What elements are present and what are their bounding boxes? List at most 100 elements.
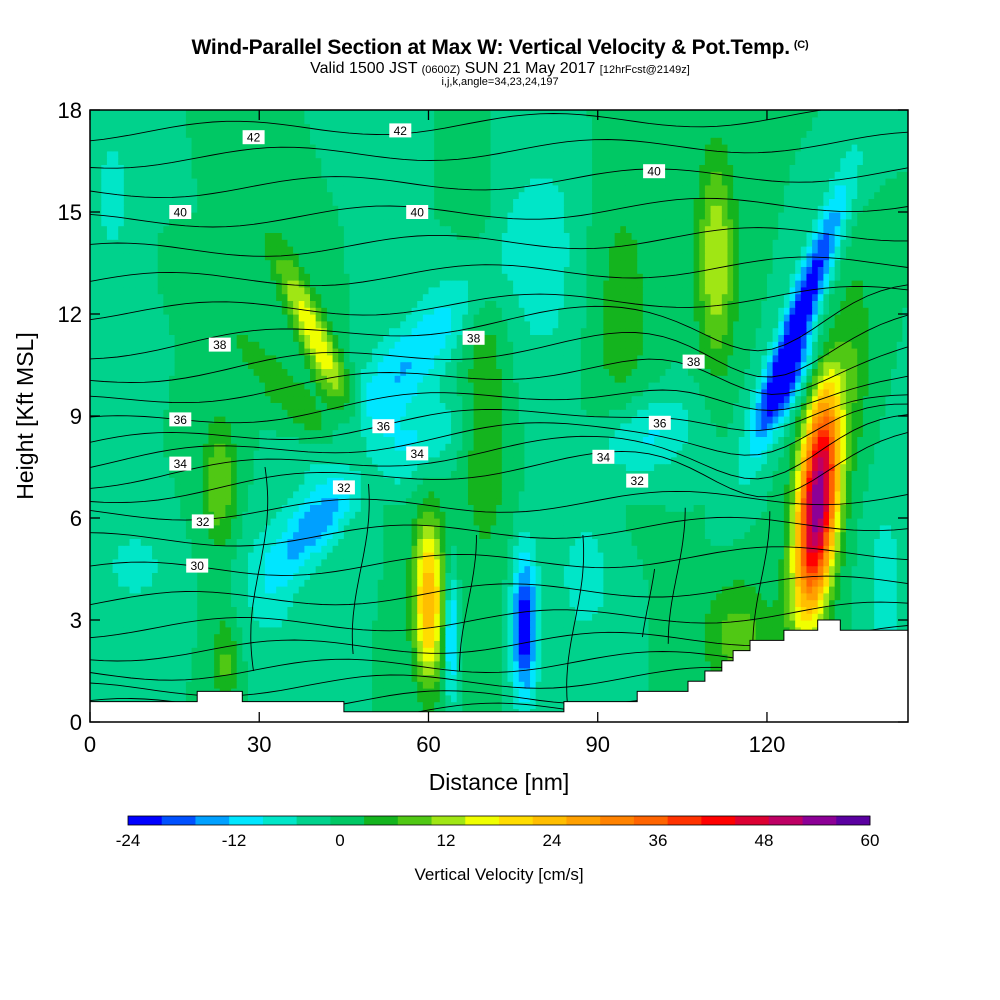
field-cell [106,620,114,628]
field-cell [123,490,131,499]
field-cell [862,545,870,553]
field-cell [242,660,249,669]
field-cell [462,490,469,499]
field-cell [168,606,176,614]
field-cell [524,599,531,607]
field-cell [310,599,317,607]
field-cell [112,633,119,641]
field-cell [851,620,858,628]
field-cell [360,681,368,689]
field-cell [530,633,537,641]
field-cell [270,647,277,655]
field-cell [496,701,503,709]
field-cell [569,504,576,512]
field-cell [355,674,362,682]
field-cell [513,633,520,641]
field-cell [823,558,830,567]
field-cell [247,613,255,621]
field-cell [473,545,480,553]
field-cell [101,620,108,628]
field-cell [140,606,148,614]
field-cell [253,620,260,628]
field-cell [180,654,187,662]
field-cell [208,586,215,594]
field-cell [710,633,717,641]
field-cell [434,518,441,526]
field-cell [101,531,108,539]
field-cell [428,606,435,614]
field-cell [225,633,232,641]
field-cell [507,606,514,614]
field-cell [541,640,548,648]
field-cell [609,647,616,655]
field-cell [530,572,537,580]
field-cell [326,579,334,587]
field-cell [783,572,791,580]
field-cell [394,504,401,512]
field-cell [214,633,221,641]
field-cell [687,599,695,607]
field-cell [163,565,170,573]
field-cell [654,524,661,533]
field-cell [439,606,447,614]
field-cell [112,640,119,648]
field-cell [180,592,187,601]
field-cell [682,667,689,675]
field-cell [372,613,379,621]
field-cell [118,518,125,526]
field-cell [225,490,232,499]
field-cell [845,524,853,533]
field-cell [744,518,751,526]
field-cell [270,592,277,601]
field-cell [501,511,509,519]
field-cell [293,681,300,689]
field-cell [625,681,633,689]
field-cell [874,565,881,573]
field-cell [405,599,413,607]
field-cell [180,552,187,560]
field-cell [123,606,131,614]
field-cell [208,552,215,560]
field-cell [558,524,565,533]
field-cell [738,552,745,560]
field-cell [281,497,289,505]
field-cell [484,504,492,512]
field-cell [394,654,401,662]
field-cell [287,654,294,662]
field-cell [496,497,503,505]
field-cell [456,518,463,526]
field-cell [840,613,847,621]
field-cell [609,681,616,689]
field-cell [326,586,334,594]
field-cell [874,524,881,533]
field-cell [800,599,808,607]
field-cell [197,538,204,546]
field-cell [806,565,813,573]
field-cell [879,565,887,573]
field-cell [857,552,864,560]
chart-title: Wind-Parallel Section at Max W: Vertical… [0,36,1000,60]
field-cell [603,579,610,587]
field-cell [496,667,503,675]
field-cell [704,599,712,607]
field-cell [766,531,774,539]
field-cell [439,545,447,553]
field-cell [112,660,119,669]
field-cell [569,688,576,696]
field-cell [496,606,503,614]
field-cell [546,599,554,607]
field-cell [377,633,384,641]
field-cell [530,694,537,703]
field-cell [501,572,509,580]
field-cell [259,667,266,675]
field-cell [603,565,610,573]
field-cell [648,654,655,662]
field-cell [462,606,469,614]
field-cell [118,688,125,696]
field-cell [580,626,588,635]
field-cell [552,701,559,709]
field-cell [659,531,667,539]
field-cell [456,531,463,539]
field-cell [637,511,644,519]
field-cell [383,538,390,546]
